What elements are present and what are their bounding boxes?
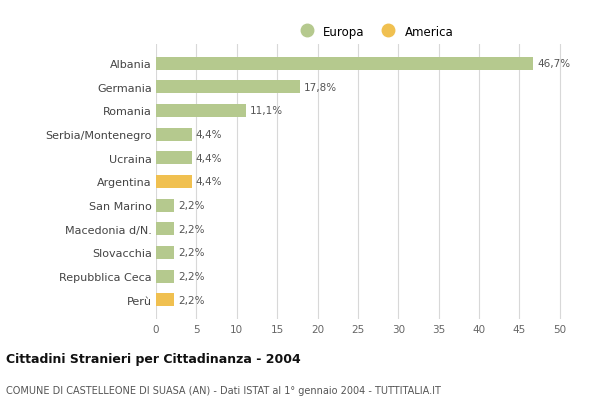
- Text: 2,2%: 2,2%: [178, 224, 205, 234]
- Bar: [156, 81, 300, 94]
- Bar: [156, 246, 174, 259]
- Bar: [156, 57, 533, 70]
- Text: Cittadini Stranieri per Cittadinanza - 2004: Cittadini Stranieri per Cittadinanza - 2…: [6, 352, 301, 365]
- Text: 2,2%: 2,2%: [178, 295, 205, 305]
- Bar: [156, 294, 174, 307]
- Bar: [156, 199, 174, 212]
- Bar: [156, 152, 191, 165]
- Text: 46,7%: 46,7%: [537, 59, 571, 69]
- Text: 2,2%: 2,2%: [178, 272, 205, 281]
- Bar: [156, 105, 245, 118]
- Text: 4,4%: 4,4%: [196, 153, 222, 163]
- Bar: [156, 128, 191, 141]
- Bar: [156, 175, 191, 189]
- Text: 11,1%: 11,1%: [250, 106, 283, 116]
- Text: 2,2%: 2,2%: [178, 248, 205, 258]
- Text: 2,2%: 2,2%: [178, 201, 205, 211]
- Text: 4,4%: 4,4%: [196, 177, 222, 187]
- Legend: Europa, America: Europa, America: [290, 21, 458, 43]
- Bar: [156, 270, 174, 283]
- Text: 4,4%: 4,4%: [196, 130, 222, 140]
- Bar: [156, 223, 174, 236]
- Text: 17,8%: 17,8%: [304, 83, 337, 92]
- Text: COMUNE DI CASTELLEONE DI SUASA (AN) - Dati ISTAT al 1° gennaio 2004 - TUTTITALIA: COMUNE DI CASTELLEONE DI SUASA (AN) - Da…: [6, 384, 441, 395]
